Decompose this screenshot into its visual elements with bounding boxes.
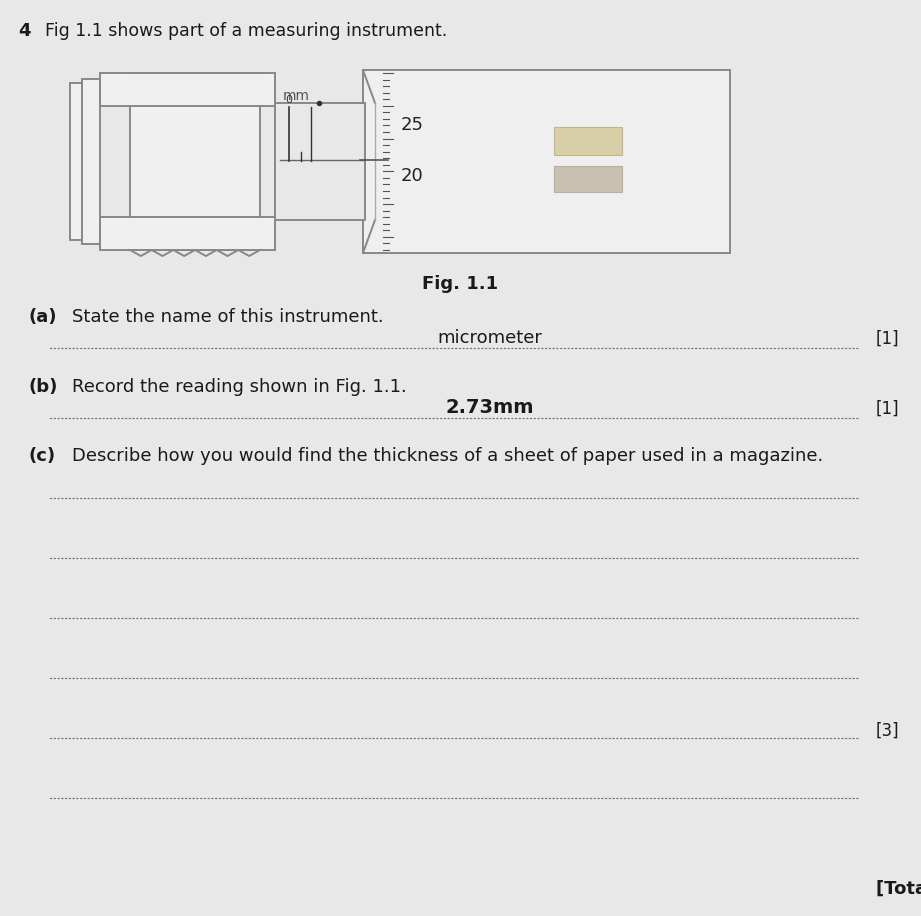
Bar <box>554 126 622 155</box>
Text: Fig. 1.1: Fig. 1.1 <box>422 275 498 293</box>
Text: [Total: 5]: [Total: 5] <box>876 880 921 898</box>
Text: [1]: [1] <box>876 330 900 348</box>
Text: [3]: [3] <box>876 722 900 740</box>
Text: (b): (b) <box>28 378 57 396</box>
Text: 0: 0 <box>286 95 293 105</box>
Text: State the name of this instrument.: State the name of this instrument. <box>72 308 384 326</box>
Text: 2.73mm: 2.73mm <box>446 398 534 417</box>
Text: (a): (a) <box>28 308 56 326</box>
Text: 4: 4 <box>18 22 30 40</box>
Text: 20: 20 <box>401 167 424 185</box>
Text: mm: mm <box>283 89 310 103</box>
Text: Record the reading shown in Fig. 1.1.: Record the reading shown in Fig. 1.1. <box>72 378 407 396</box>
Bar <box>130 73 260 250</box>
Bar <box>100 217 275 250</box>
Bar <box>275 103 365 220</box>
Bar <box>70 83 82 240</box>
Text: 25: 25 <box>401 116 424 134</box>
Text: (c): (c) <box>28 447 55 465</box>
Text: Fig 1.1 shows part of a measuring instrument.: Fig 1.1 shows part of a measuring instru… <box>45 22 448 40</box>
Bar <box>554 166 622 191</box>
Bar <box>363 70 730 253</box>
Text: Describe how you would find the thickness of a sheet of paper used in a magazine: Describe how you would find the thicknes… <box>72 447 823 465</box>
Text: micrometer: micrometer <box>437 329 542 347</box>
Bar <box>82 79 100 244</box>
Bar <box>100 73 275 106</box>
Text: [1]: [1] <box>876 400 900 418</box>
